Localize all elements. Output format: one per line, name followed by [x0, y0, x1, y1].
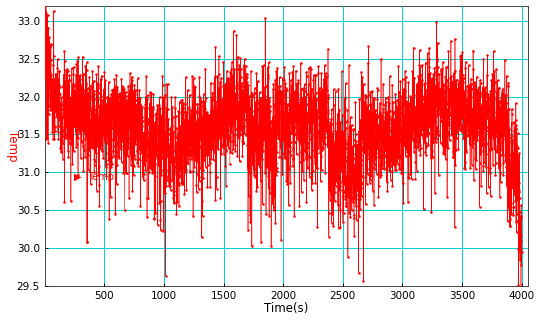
- X-axis label: Time(s): Time(s): [264, 302, 308, 316]
- Y-axis label: Temp: Temp: [5, 130, 18, 162]
- Text: ▶: ▶: [74, 171, 81, 182]
- Text: Temp: Temp: [88, 171, 114, 182]
